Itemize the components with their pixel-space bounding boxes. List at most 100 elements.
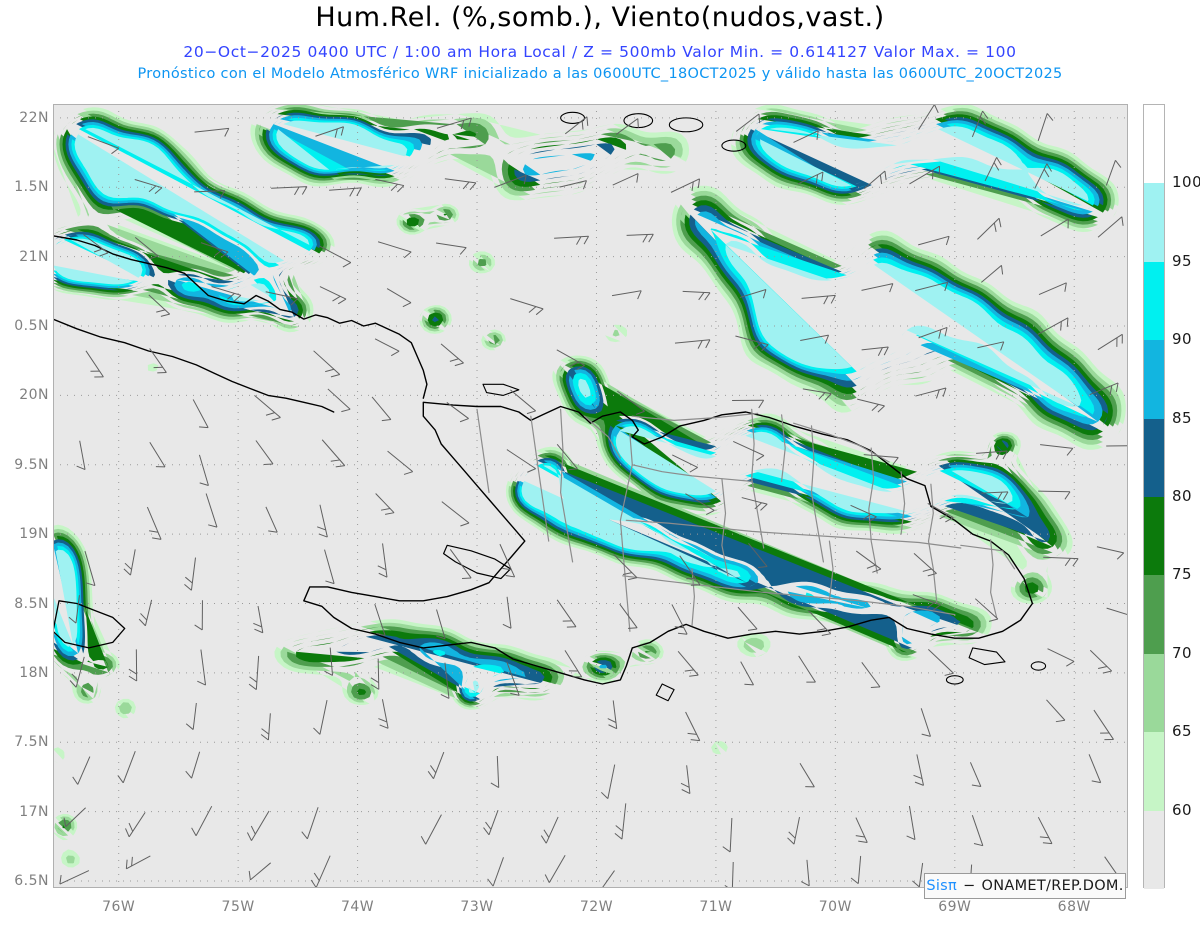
wind-barb [441, 501, 470, 527]
island-outline [945, 675, 964, 685]
geo-outline [631, 464, 753, 482]
wind-barb [444, 178, 477, 191]
colorbar[interactable] [1143, 104, 1165, 889]
wind-barb [1106, 607, 1128, 616]
wind-barb [324, 549, 335, 585]
wind-barb [436, 609, 446, 640]
wind-barb [864, 170, 887, 189]
colorbar-tick-label: 60 [1172, 800, 1193, 819]
colorbar-tick-label: 100 [1172, 173, 1200, 192]
wind-barb [149, 348, 167, 374]
wind-barb [559, 180, 587, 190]
wind-barb [679, 555, 701, 586]
wind-barb [510, 389, 536, 415]
wind-barb [255, 440, 274, 465]
wind-barb [387, 450, 414, 475]
sispi-brand-label: Sisπ [926, 878, 958, 894]
wind-barb [969, 762, 982, 788]
wind-barb [185, 702, 197, 730]
wind-barb [502, 596, 512, 629]
wind-barb [971, 110, 989, 138]
geo-outline [793, 422, 890, 463]
wind-barb [680, 765, 691, 794]
y-tick-label: 20N [19, 387, 49, 404]
wind-barb [735, 335, 769, 352]
x-tick-label: 70W [818, 899, 852, 915]
wind-barb [797, 171, 824, 185]
wind-barb [316, 504, 328, 538]
wind-barb [915, 387, 947, 399]
wind-barb [506, 661, 520, 696]
wind-barb [499, 543, 516, 578]
wind-barb [748, 543, 768, 568]
y-tick-label: 17N [19, 803, 49, 820]
map-plot-area[interactable] [53, 104, 1128, 888]
wind-barb [375, 493, 395, 515]
wind-barb [370, 658, 380, 690]
colorbar-segment [1144, 340, 1164, 419]
wind-barb [787, 816, 800, 845]
wind-barb [1093, 709, 1114, 741]
wind-barb [197, 649, 207, 686]
wind-barb [260, 713, 271, 741]
wind-barb [310, 855, 331, 888]
wind-barb [211, 286, 242, 302]
wind-barb [378, 699, 389, 729]
y-tick-label: 18N [19, 664, 49, 681]
wind-barb [793, 130, 819, 143]
wind-barb [315, 126, 344, 138]
wind-barb [490, 755, 500, 788]
wind-barb [483, 809, 499, 836]
wind-barb [1047, 648, 1075, 667]
wind-barb [909, 165, 941, 185]
attribution-badge: Sisπ − ONAMET/REP.DOM. [924, 873, 1126, 899]
wind-barb [626, 233, 654, 243]
wind-barb [980, 264, 1004, 283]
wind-barb [1089, 649, 1113, 674]
island-outline [560, 111, 586, 124]
wind-barb [613, 554, 638, 581]
wind-barb [319, 245, 352, 268]
wind-barb [920, 708, 931, 737]
wind-barb [556, 349, 585, 371]
map-frame [53, 104, 1128, 888]
colorbar-tick-label: 85 [1172, 408, 1193, 427]
wind-barb [911, 862, 924, 888]
wind-barb [976, 450, 1008, 460]
wind-barb [861, 346, 889, 357]
wind-barb [146, 506, 162, 540]
wind-barb [1043, 556, 1079, 567]
map-gridlines [53, 104, 1128, 888]
wind-barb [192, 399, 209, 429]
wind-barb [1040, 444, 1074, 456]
geo-outline [721, 478, 729, 577]
y-tick-label: 21N [19, 248, 49, 265]
model-info-line: Pronóstico con el Modelo Atmosférico WRF… [137, 66, 1063, 82]
wind-barb [612, 173, 639, 186]
wind-barb [855, 550, 882, 573]
geo-outline [781, 414, 786, 482]
wind-barb [386, 288, 412, 308]
wind-barb [198, 454, 209, 486]
wind-barb [420, 814, 442, 845]
x-tick-label: 72W [579, 899, 614, 915]
wind-barb [799, 763, 815, 788]
geo-outline [625, 519, 962, 549]
forecast-meta-line: 20−Oct−2025 0400 UTC / 1:00 am Hora Loca… [183, 43, 1017, 61]
colorbar-segment [1144, 575, 1164, 654]
wind-barb [685, 493, 715, 516]
wind-barb [487, 857, 504, 887]
wind-barb [449, 549, 472, 579]
wind-barb [672, 454, 698, 473]
wind-barb [1040, 218, 1069, 237]
wind-barb [205, 493, 218, 528]
wind-barb [321, 439, 346, 468]
colorbar-segment [1144, 261, 1164, 341]
island-outline [668, 117, 704, 133]
humidity-contour-field [53, 104, 1126, 868]
y-tick-label: 9.5N [14, 456, 49, 473]
wind-barb [1037, 317, 1069, 335]
wind-barb [375, 178, 405, 193]
wind-barb [732, 399, 765, 409]
wind-barb [741, 497, 768, 511]
